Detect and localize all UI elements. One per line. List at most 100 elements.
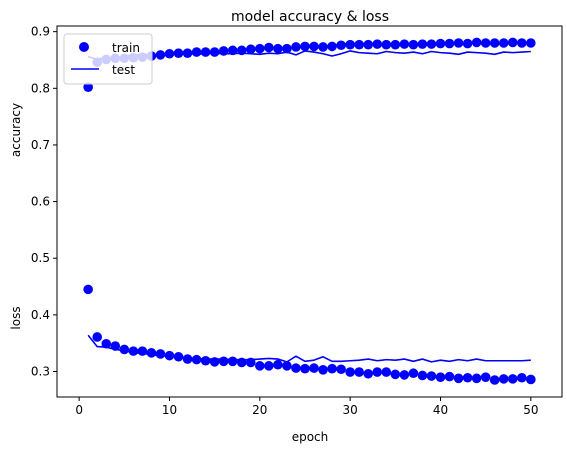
series-train-point-0-33 — [381, 39, 392, 50]
y-axis-label-loss: loss — [9, 306, 23, 329]
series-train-point-0-38 — [426, 39, 437, 49]
series-train-point-2-0 — [83, 284, 93, 295]
series-train-point-0-0 — [83, 82, 93, 92]
series-train-point-2-26 — [318, 365, 328, 375]
series-train-point-0-37 — [417, 39, 428, 49]
series-train-point-0-20 — [264, 42, 274, 53]
series-train-point-0-44 — [480, 38, 491, 48]
series-train-point-0-12 — [191, 47, 202, 57]
x-tick-label: 0 — [75, 403, 83, 417]
series-train-point-2-17 — [236, 357, 247, 368]
series-train-point-2-2 — [101, 338, 112, 349]
legend-test-label: test — [112, 63, 135, 77]
series-train-point-0-23 — [291, 42, 301, 52]
series-train-point-0-29 — [345, 39, 355, 50]
series-train-point-2-6 — [137, 346, 148, 356]
series-train-point-0-15 — [218, 46, 229, 56]
x-tick-label: 40 — [433, 403, 448, 417]
series-train-point-2-20 — [264, 361, 274, 371]
series-train-point-2-11 — [182, 354, 193, 364]
series-train-point-0-13 — [200, 47, 211, 57]
series-train-point-0-22 — [282, 43, 292, 54]
series-train-point-2-22 — [282, 361, 292, 371]
series-train-point-2-27 — [327, 363, 337, 374]
series-train-point-0-40 — [444, 38, 455, 49]
x-tick-label: 30 — [343, 403, 358, 417]
x-axis: 0 10 20 30 40 50 — [75, 397, 538, 417]
y-tick-label: 0.6 — [31, 195, 50, 209]
series-train-point-0-45 — [489, 38, 500, 48]
series-train-point-2-14 — [209, 357, 220, 367]
legend: train test — [63, 33, 153, 85]
series-train-point-2-3 — [110, 341, 121, 351]
series-train-point-0-28 — [336, 40, 346, 51]
series-train-point-2-32 — [372, 367, 383, 377]
series-train-point-0-48 — [517, 38, 527, 48]
series-train-point-2-34 — [390, 369, 401, 380]
series-train-point-0-26 — [318, 42, 328, 52]
series-train-point-2-38 — [426, 371, 437, 381]
series-train-point-0-46 — [498, 38, 509, 48]
series-train-point-0-27 — [327, 41, 337, 52]
series-train-point-2-41 — [453, 373, 464, 384]
series-train-point-2-13 — [200, 355, 211, 366]
series-train-point-2-44 — [480, 372, 491, 382]
series-train-point-2-18 — [245, 357, 256, 368]
series-train-point-0-47 — [507, 37, 518, 48]
series-train-point-0-10 — [173, 48, 184, 58]
series-train-point-0-25 — [309, 41, 319, 52]
series-train-point-0-8 — [155, 50, 166, 60]
series-train-point-2-28 — [336, 364, 346, 375]
x-tick-label: 50 — [523, 403, 538, 417]
series-train-point-2-23 — [291, 363, 301, 373]
series-train-point-2-48 — [517, 372, 527, 383]
series-train-point-0-9 — [164, 48, 175, 59]
series-train-point-2-7 — [146, 348, 157, 358]
x-tick-label: 20 — [252, 403, 267, 417]
series-train-point-2-16 — [227, 356, 238, 367]
series-train-point-0-30 — [354, 39, 364, 50]
series-train-point-2-25 — [309, 363, 319, 373]
series-train-point-2-21 — [273, 359, 283, 370]
series-train-point-0-24 — [300, 41, 310, 52]
series-train-point-0-36 — [408, 39, 419, 50]
y-axis-label-accuracy: accuracy — [9, 103, 23, 157]
series-train-point-2-49 — [526, 374, 536, 385]
series-train-point-2-37 — [417, 370, 428, 381]
series-train-point-0-49 — [526, 38, 536, 48]
series-train-point-0-34 — [390, 39, 401, 50]
series-train-point-2-43 — [471, 373, 482, 384]
series-train-point-2-9 — [164, 350, 175, 361]
series-train-point-2-31 — [363, 368, 374, 379]
y-axis: 0.3 0.4 0.5 0.6 0.7 0.8 0.9 — [31, 25, 57, 379]
axes-frame — [56, 25, 563, 398]
series-train-point-0-39 — [435, 38, 446, 49]
series-train-point-2-15 — [218, 356, 229, 367]
series-train-point-0-17 — [236, 45, 247, 56]
series-train-point-2-39 — [435, 372, 446, 382]
series-train-point-2-35 — [399, 370, 410, 380]
series-train-point-0-16 — [227, 45, 238, 56]
y-tick-label: 0.3 — [31, 365, 50, 379]
series-train-point-0-35 — [399, 39, 410, 49]
series-train-point-2-5 — [128, 346, 139, 356]
series-train-point-2-36 — [408, 368, 419, 379]
legend-train-label: train — [112, 41, 140, 55]
series-train-point-0-41 — [453, 38, 464, 48]
y-tick-label: 0.7 — [31, 138, 50, 152]
series-train-point-2-1 — [92, 332, 102, 342]
series-train-point-2-24 — [300, 363, 310, 374]
series-train-point-2-8 — [155, 349, 166, 359]
series-train-point-2-42 — [462, 372, 473, 383]
series-train-point-2-29 — [345, 367, 355, 377]
x-axis-label: epoch — [292, 430, 329, 444]
series-test-line-3 — [87, 334, 531, 363]
series-train-point-0-11 — [182, 48, 193, 58]
series-train-point-0-19 — [255, 43, 265, 54]
series-train-point-0-14 — [209, 47, 220, 57]
chart-title: model accuracy & loss — [231, 9, 389, 25]
series-train-point-2-46 — [498, 374, 509, 384]
x-tick-label: 10 — [162, 403, 177, 417]
